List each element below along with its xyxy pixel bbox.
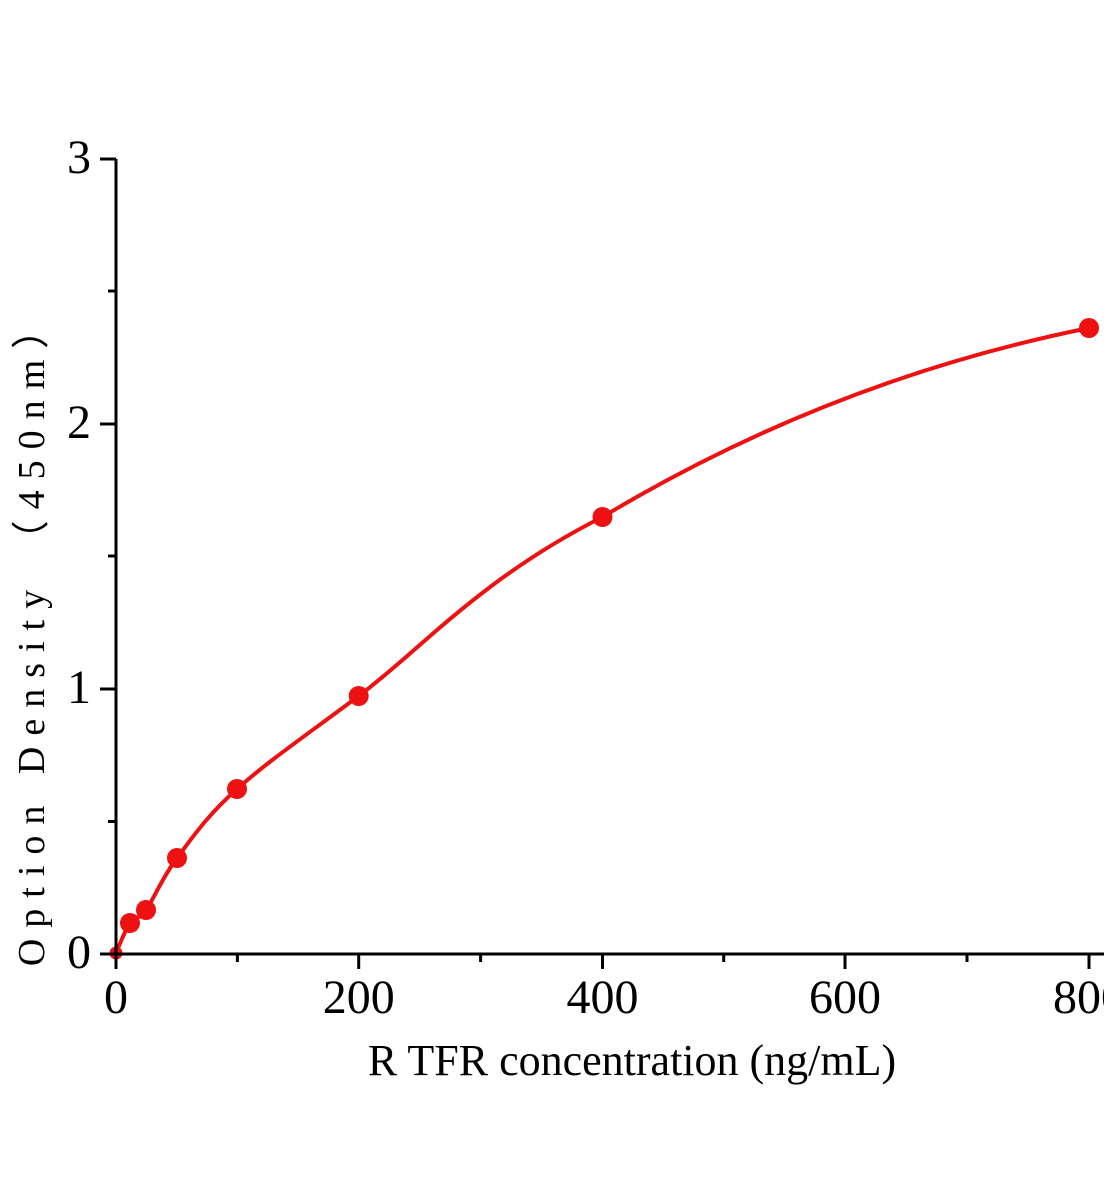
svg-text:0: 0: [104, 971, 128, 1024]
svg-text:1: 1: [67, 661, 91, 714]
svg-text:3: 3: [67, 131, 91, 184]
svg-text:800: 800: [1053, 971, 1104, 1024]
svg-text:400: 400: [567, 971, 639, 1024]
svg-text:0: 0: [67, 926, 91, 979]
svg-text:R TFR concentration (ng/mL): R TFR concentration (ng/mL): [368, 1036, 896, 1085]
svg-text:200: 200: [323, 971, 395, 1024]
svg-text:2: 2: [67, 396, 91, 449]
svg-text:600: 600: [809, 971, 881, 1024]
svg-text:Option Density （450nm）: Option Density （450nm）: [11, 300, 53, 966]
